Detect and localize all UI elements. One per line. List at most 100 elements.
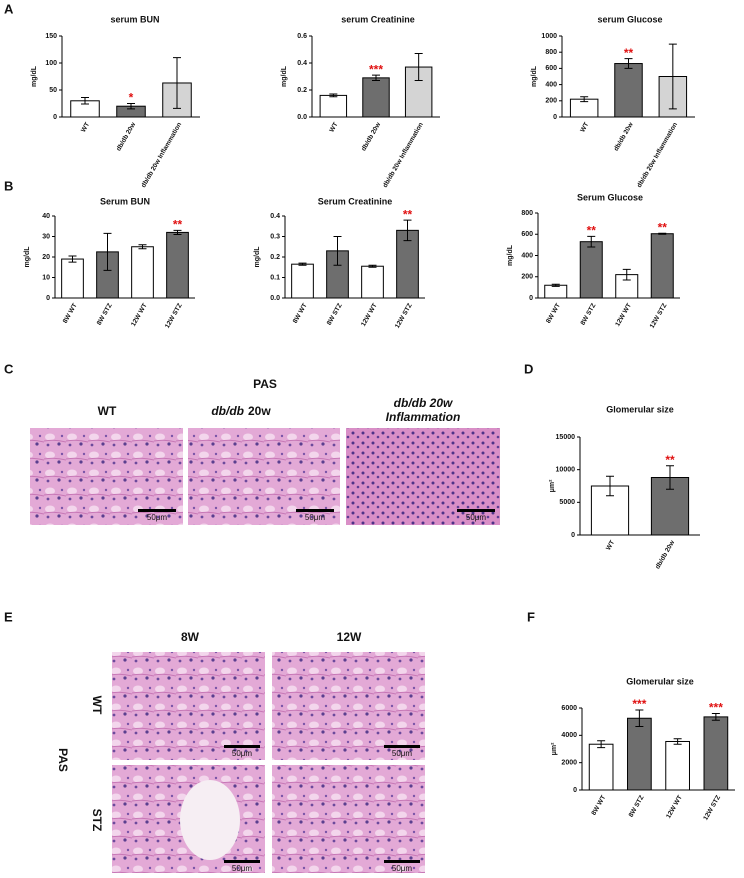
bar bbox=[665, 740, 690, 791]
significance: ** bbox=[658, 220, 668, 234]
scale-label: 50μm bbox=[305, 513, 326, 522]
bar bbox=[131, 246, 154, 299]
x-tick-label: 8W STZ bbox=[579, 302, 597, 326]
y-tick-label: 0.3 bbox=[270, 233, 280, 240]
x-tick-label: 12W WT bbox=[665, 794, 684, 819]
y-tick-label: 30 bbox=[42, 233, 50, 240]
y-tick-label: 600 bbox=[521, 231, 533, 238]
x-tick-label: db/db 20w Inflammation bbox=[636, 121, 679, 189]
significance: *** bbox=[632, 697, 646, 711]
y-tick-label: 400 bbox=[545, 81, 557, 88]
error-bar bbox=[138, 244, 147, 250]
chart-title: Glomerular size bbox=[626, 676, 694, 686]
y-tick-label: 800 bbox=[521, 210, 533, 217]
error-bar bbox=[81, 97, 89, 105]
bar bbox=[61, 258, 84, 299]
bar bbox=[703, 716, 729, 791]
bar bbox=[544, 284, 568, 299]
chart-title: Serum Glucose bbox=[577, 192, 643, 202]
y-tick-label: 0.0 bbox=[270, 295, 280, 302]
error-bar bbox=[666, 465, 674, 490]
error-bar bbox=[551, 283, 560, 287]
y-axis-label: μm² bbox=[551, 742, 558, 756]
scale-bar bbox=[457, 509, 495, 512]
x-tick-label: 8W WT bbox=[292, 302, 309, 324]
y-tick-label: 40 bbox=[42, 213, 50, 220]
y-axis-label: μm² bbox=[549, 479, 556, 493]
y-tick-label: 0 bbox=[553, 114, 557, 121]
x-tick-label: 12W WT bbox=[130, 302, 149, 327]
x-tick-label: db/db 20w bbox=[654, 539, 676, 571]
y-tick-label: 1000 bbox=[541, 33, 557, 40]
scale-bar bbox=[384, 745, 420, 748]
y-tick-label: 150 bbox=[45, 33, 57, 40]
x-tick-label: 12W STZ bbox=[164, 302, 184, 329]
error-bar bbox=[173, 229, 182, 235]
y-tick-label: 0.2 bbox=[270, 254, 280, 261]
micrograph bbox=[346, 428, 500, 525]
x-tick-label: 8W WT bbox=[545, 302, 562, 324]
x-tick-label: 12W STZ bbox=[702, 794, 722, 821]
panel-label: E bbox=[4, 609, 13, 624]
error-bar bbox=[127, 103, 135, 110]
y-tick-label: 4000 bbox=[561, 732, 577, 739]
x-tick-label: 8W WT bbox=[62, 302, 79, 324]
panel-label: C bbox=[4, 361, 14, 376]
y-tick-label: 200 bbox=[521, 274, 533, 281]
stain-label: PAS bbox=[56, 748, 70, 772]
error-bar bbox=[103, 232, 112, 271]
stain-label: PAS bbox=[253, 377, 277, 391]
y-tick-label: 100 bbox=[45, 60, 57, 67]
error-bar bbox=[624, 58, 633, 69]
y-tick-label: 0.0 bbox=[297, 114, 307, 121]
y-axis-label: mg/dL bbox=[281, 65, 288, 87]
y-tick-label: 0 bbox=[573, 787, 577, 794]
column-label: WT bbox=[98, 404, 117, 418]
y-tick-label: 50 bbox=[49, 87, 57, 94]
y-tick-label: 5000 bbox=[559, 499, 575, 506]
x-tick-label: db/db 20w bbox=[115, 121, 137, 153]
y-tick-label: 0 bbox=[529, 295, 533, 302]
scale-bar bbox=[224, 745, 260, 748]
y-tick-label: 2000 bbox=[561, 760, 577, 767]
bar bbox=[166, 231, 189, 299]
micrograph bbox=[112, 652, 265, 760]
micrograph bbox=[188, 428, 340, 525]
error-bar bbox=[658, 232, 667, 235]
scale-label: 50μm bbox=[392, 749, 413, 758]
bar bbox=[627, 717, 652, 791]
y-tick-label: 400 bbox=[521, 252, 533, 259]
scale-label: 50μm bbox=[392, 864, 413, 873]
micrograph bbox=[30, 428, 183, 525]
bar bbox=[291, 263, 314, 299]
error-bar bbox=[333, 236, 342, 266]
x-tick-label: 8W STZ bbox=[96, 302, 114, 326]
significance: ** bbox=[665, 453, 675, 467]
y-tick-label: 10 bbox=[42, 274, 50, 281]
error-bar bbox=[68, 255, 77, 263]
column-label: Inflammation bbox=[386, 410, 461, 424]
scale-bar bbox=[384, 860, 420, 863]
error-bar bbox=[372, 74, 380, 82]
column-label: db/db bbox=[211, 404, 244, 418]
lumen bbox=[180, 780, 240, 860]
y-tick-label: 0 bbox=[571, 532, 575, 539]
y-tick-label: 0.6 bbox=[297, 33, 307, 40]
panel-label: F bbox=[527, 609, 535, 624]
error-bar bbox=[298, 262, 307, 266]
significance: ** bbox=[624, 46, 634, 60]
column-label: db/db 20w bbox=[394, 396, 453, 410]
x-tick-label: 12W WT bbox=[360, 302, 379, 327]
error-bar bbox=[668, 43, 677, 110]
error-bar bbox=[368, 264, 377, 268]
chart-title: serum BUN bbox=[110, 14, 159, 24]
chart-title: serum Glucose bbox=[597, 14, 662, 24]
micrograph bbox=[272, 652, 425, 760]
significance: ** bbox=[403, 207, 413, 221]
significance: ** bbox=[587, 224, 597, 238]
y-tick-label: 200 bbox=[545, 98, 557, 105]
column-label: 8W bbox=[181, 630, 200, 644]
y-axis-label: mg/dL bbox=[254, 246, 261, 268]
panel-label: D bbox=[524, 361, 533, 376]
